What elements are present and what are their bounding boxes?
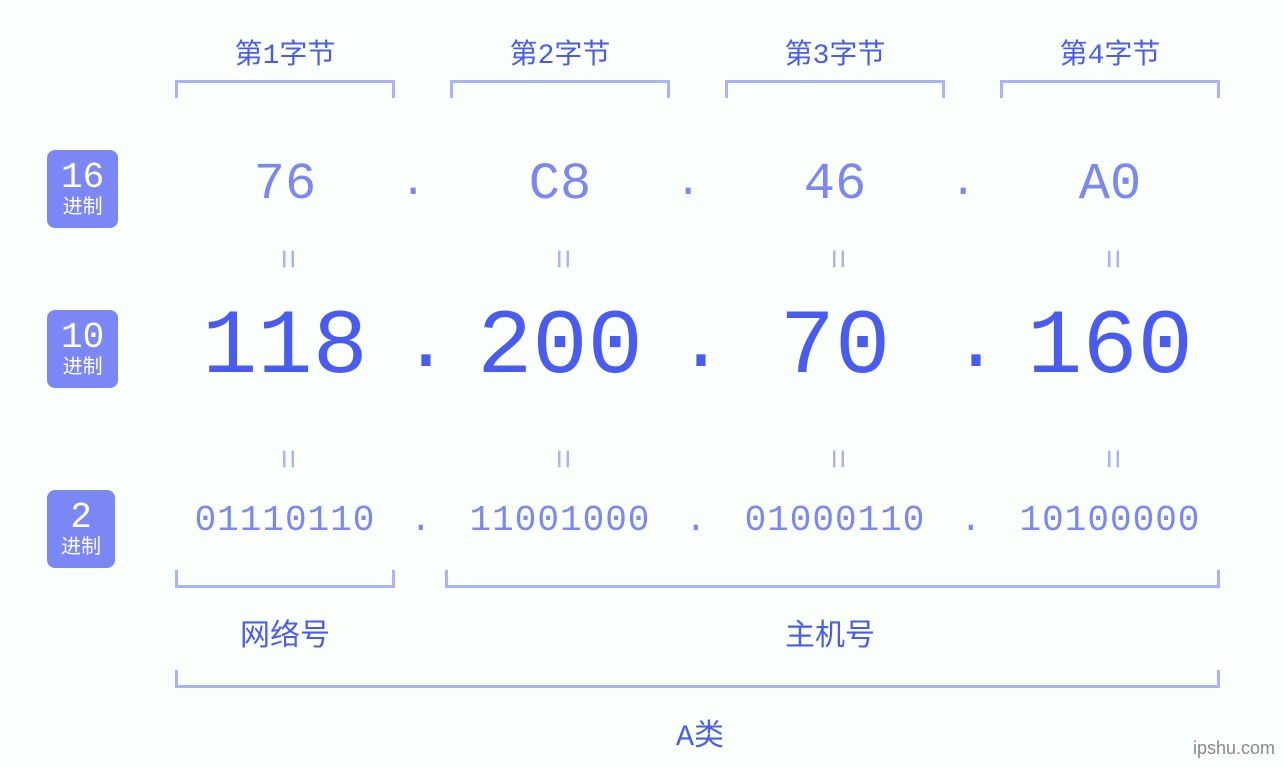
- eq-2-2: =: [541, 449, 579, 469]
- eq-1-1: =: [266, 249, 304, 269]
- eq-2-4: =: [1091, 449, 1129, 469]
- byte-label-3: 第3字节: [775, 32, 895, 72]
- dec-val-2: 200: [445, 295, 675, 400]
- hex-val-2: C8: [500, 155, 620, 214]
- radix-label-hex: 进制: [61, 198, 104, 220]
- eq-1-4: =: [1091, 249, 1129, 269]
- top-bracket-1: [175, 80, 395, 98]
- bin-dot-1: .: [410, 500, 432, 541]
- eq-1-2: =: [541, 249, 579, 269]
- radix-num-bin: 2: [61, 498, 101, 538]
- dec-val-4: 160: [995, 295, 1225, 400]
- dec-dot-3: .: [952, 300, 1000, 391]
- host-bracket: [445, 570, 1220, 588]
- top-bracket-3: [725, 80, 945, 98]
- bin-val-1: 01110110: [170, 500, 400, 541]
- network-bracket: [175, 570, 395, 588]
- hex-dot-3: .: [950, 158, 976, 208]
- byte-label-1: 第1字节: [225, 32, 345, 72]
- hex-val-4: A0: [1050, 155, 1170, 214]
- bin-dot-2: .: [685, 500, 707, 541]
- top-bracket-2: [450, 80, 670, 98]
- dec-val-1: 118: [170, 295, 400, 400]
- radix-badge-bin: 2 进制: [47, 490, 115, 568]
- network-label: 网络号: [225, 610, 345, 655]
- class-label: A类: [640, 710, 760, 755]
- byte-label-2: 第2字节: [500, 32, 620, 72]
- radix-label-bin: 进制: [61, 538, 101, 560]
- eq-2-1: =: [266, 449, 304, 469]
- dec-dot-2: .: [677, 300, 725, 391]
- eq-2-3: =: [816, 449, 854, 469]
- hex-val-3: 46: [775, 155, 895, 214]
- class-bracket: [175, 670, 1220, 688]
- dec-val-3: 70: [720, 295, 950, 400]
- watermark: ipshu.com: [1193, 738, 1275, 759]
- radix-num-hex: 16: [61, 158, 104, 198]
- host-label: 主机号: [770, 610, 890, 655]
- radix-badge-hex: 16 进制: [47, 150, 118, 228]
- bin-dot-3: .: [960, 500, 982, 541]
- bin-val-4: 10100000: [995, 500, 1225, 541]
- dec-dot-1: .: [402, 300, 450, 391]
- top-bracket-4: [1000, 80, 1220, 98]
- radix-badge-dec: 10 进制: [47, 310, 118, 388]
- bin-val-2: 11001000: [445, 500, 675, 541]
- ip-diagram: 第1字节 第2字节 第3字节 第4字节 16 进制 76 . C8 . 46 .…: [0, 0, 1285, 767]
- byte-label-4: 第4字节: [1050, 32, 1170, 72]
- hex-dot-1: .: [400, 158, 426, 208]
- radix-num-dec: 10: [61, 318, 104, 358]
- hex-dot-2: .: [675, 158, 701, 208]
- hex-val-1: 76: [225, 155, 345, 214]
- radix-label-dec: 进制: [61, 358, 104, 380]
- eq-1-3: =: [816, 249, 854, 269]
- bin-val-3: 01000110: [720, 500, 950, 541]
